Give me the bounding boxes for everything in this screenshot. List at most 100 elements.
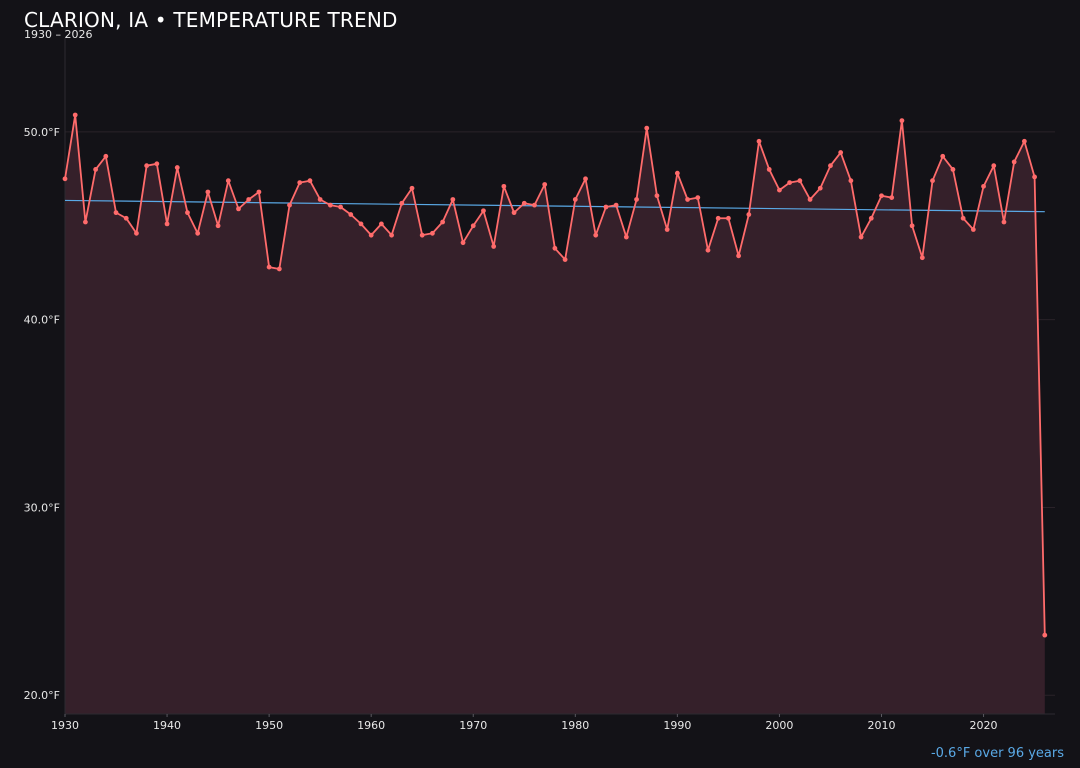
trendline xyxy=(64,199,1045,213)
data-point xyxy=(358,221,364,227)
data-points xyxy=(62,112,1048,638)
data-point xyxy=(991,163,997,169)
y-tick-label: 50.0°F xyxy=(24,126,60,139)
data-point xyxy=(654,193,660,199)
data-point xyxy=(205,189,211,195)
data-point xyxy=(746,212,752,217)
data-point xyxy=(562,257,568,262)
data-point xyxy=(195,230,201,236)
area-fill-layer xyxy=(65,114,1045,714)
data-point xyxy=(634,197,639,202)
y-tick-label: 20.0°F xyxy=(24,689,60,702)
data-point xyxy=(664,227,670,232)
data-point xyxy=(409,185,415,191)
trend-summary: -0.6°F over 96 years xyxy=(930,746,1064,761)
y-tick-label: 40.0°F xyxy=(24,314,60,327)
data-point xyxy=(113,210,119,216)
data-point xyxy=(879,193,884,199)
data-point xyxy=(695,195,701,201)
chart-title: CLARION, IA • TEMPERATURE TREND xyxy=(24,8,398,32)
data-point xyxy=(103,153,109,159)
data-point xyxy=(317,197,323,202)
data-point xyxy=(613,202,619,208)
x-tick-label: 1990 xyxy=(663,719,691,732)
data-point xyxy=(726,215,731,221)
data-point xyxy=(501,183,507,189)
data-point xyxy=(603,204,609,210)
data-point xyxy=(623,234,629,240)
data-point xyxy=(185,210,190,216)
data-point xyxy=(828,163,833,169)
data-point xyxy=(572,197,578,202)
data-point xyxy=(389,232,394,238)
data-point xyxy=(327,202,333,208)
data-point xyxy=(470,223,476,229)
y-tick-labels: 20.0°F 30.0°F 40.0°F 50.0°F xyxy=(24,126,60,702)
data-point xyxy=(899,118,905,124)
data-point xyxy=(787,180,793,185)
data-point xyxy=(307,178,313,184)
x-tick-label: 2020 xyxy=(970,719,998,732)
data-point xyxy=(93,167,99,172)
data-point xyxy=(981,183,986,189)
data-point xyxy=(440,219,446,225)
x-tick-label: 1950 xyxy=(255,719,283,732)
data-point xyxy=(62,176,68,182)
data-point xyxy=(72,112,78,118)
data-point xyxy=(123,215,129,221)
data-point xyxy=(736,253,742,259)
data-point xyxy=(174,165,180,170)
data-point xyxy=(83,219,88,225)
data-point xyxy=(930,178,935,184)
x-tick-labels: 1930 1940 1950 1960 1970 1980 1990 2000 2010 2020 xyxy=(51,714,998,732)
x-tick-label: 2000 xyxy=(765,719,793,732)
x-tick-label: 1970 xyxy=(459,719,487,732)
data-point xyxy=(511,210,517,216)
data-point xyxy=(287,202,292,208)
data-point xyxy=(756,138,762,144)
data-point xyxy=(583,176,588,182)
data-point xyxy=(919,255,925,261)
data-point xyxy=(491,244,497,249)
data-point xyxy=(399,200,405,206)
data-point xyxy=(715,215,721,221)
data-point xyxy=(266,264,272,270)
data-point xyxy=(378,221,384,227)
data-point xyxy=(1021,138,1027,144)
data-point xyxy=(419,232,425,238)
data-point xyxy=(430,230,435,236)
data-point xyxy=(225,178,231,184)
data-point xyxy=(246,197,252,202)
data-point xyxy=(1011,159,1017,165)
data-point xyxy=(256,189,262,195)
data-point xyxy=(797,178,803,184)
data-point xyxy=(481,208,486,214)
data-point xyxy=(593,232,599,238)
data-point xyxy=(460,240,466,246)
data-point xyxy=(368,232,374,238)
data-point xyxy=(970,227,976,232)
data-point xyxy=(644,125,650,131)
data-point xyxy=(909,223,915,229)
data-point xyxy=(1042,632,1048,638)
x-tick-label: 1940 xyxy=(153,719,181,732)
data-point xyxy=(297,180,303,185)
x-tick-label: 1960 xyxy=(357,719,385,732)
data-point xyxy=(236,206,241,212)
data-point xyxy=(144,163,150,169)
data-point xyxy=(276,266,282,272)
data-point xyxy=(960,215,966,221)
data-point xyxy=(685,197,690,202)
data-point xyxy=(838,150,844,155)
area-fill xyxy=(65,114,1045,714)
data-point xyxy=(940,153,946,159)
data-point xyxy=(154,161,160,167)
data-point xyxy=(134,230,139,236)
data-point xyxy=(868,215,874,221)
data-point xyxy=(950,167,956,172)
data-point xyxy=(338,204,343,210)
data-point xyxy=(848,178,854,184)
axes xyxy=(64,38,1055,715)
data-point xyxy=(450,197,456,202)
